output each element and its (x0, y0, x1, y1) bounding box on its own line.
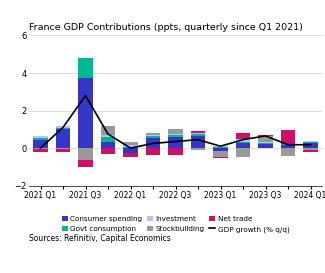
Legend: Consumer spending, Govt consumption, Investment, Stockbuilding, Net trade, GDP g: Consumer spending, Govt consumption, Inv… (62, 216, 289, 233)
Bar (213, 146, 228, 147)
Bar (168, 148, 183, 155)
Bar (146, 136, 160, 138)
Bar (78, 160, 93, 167)
Bar (191, 148, 205, 150)
Bar (78, 148, 93, 160)
Bar (168, 135, 183, 137)
Bar (78, 58, 93, 78)
Bar (123, 148, 138, 153)
Bar (33, 148, 48, 149)
Bar (123, 153, 138, 156)
Bar (213, 151, 228, 156)
Bar (191, 134, 205, 136)
Bar (78, 78, 93, 148)
Bar (236, 148, 250, 156)
Bar (236, 139, 250, 143)
Bar (168, 129, 183, 134)
Bar (101, 126, 115, 135)
Bar (146, 135, 160, 136)
Bar (56, 128, 70, 129)
Bar (281, 148, 295, 156)
Bar (303, 150, 318, 152)
Bar (258, 135, 273, 136)
Bar (56, 148, 70, 149)
Bar (146, 132, 160, 135)
Bar (258, 144, 273, 148)
Bar (56, 129, 70, 148)
Bar (191, 133, 205, 134)
Bar (303, 143, 318, 148)
Bar (258, 136, 273, 142)
Bar (258, 143, 273, 144)
Bar (101, 135, 115, 137)
Bar (191, 131, 205, 133)
Bar (258, 142, 273, 143)
Bar (213, 156, 228, 158)
Bar (123, 145, 138, 147)
Bar (33, 138, 48, 140)
Bar (56, 149, 70, 152)
Text: Sources: Refinitiv, Capital Economics: Sources: Refinitiv, Capital Economics (29, 234, 171, 243)
Bar (146, 138, 160, 148)
Bar (56, 126, 70, 128)
Bar (33, 140, 48, 148)
Text: France GDP Contributions (ppts, quarterly since Q1 2021): France GDP Contributions (ppts, quarterl… (29, 23, 303, 32)
Bar (101, 137, 115, 141)
Bar (281, 145, 295, 148)
Bar (168, 134, 183, 135)
Bar (33, 136, 48, 138)
Bar (281, 144, 295, 145)
Bar (168, 137, 183, 148)
Bar (101, 141, 115, 148)
Bar (146, 148, 160, 155)
Bar (213, 147, 228, 148)
Bar (236, 133, 250, 139)
Bar (281, 130, 295, 144)
Bar (213, 148, 228, 151)
Bar (33, 149, 48, 152)
Bar (123, 142, 138, 145)
Bar (191, 136, 205, 148)
Bar (123, 147, 138, 148)
Bar (303, 141, 318, 143)
Bar (303, 148, 318, 150)
Bar (236, 143, 250, 148)
Bar (101, 148, 115, 154)
